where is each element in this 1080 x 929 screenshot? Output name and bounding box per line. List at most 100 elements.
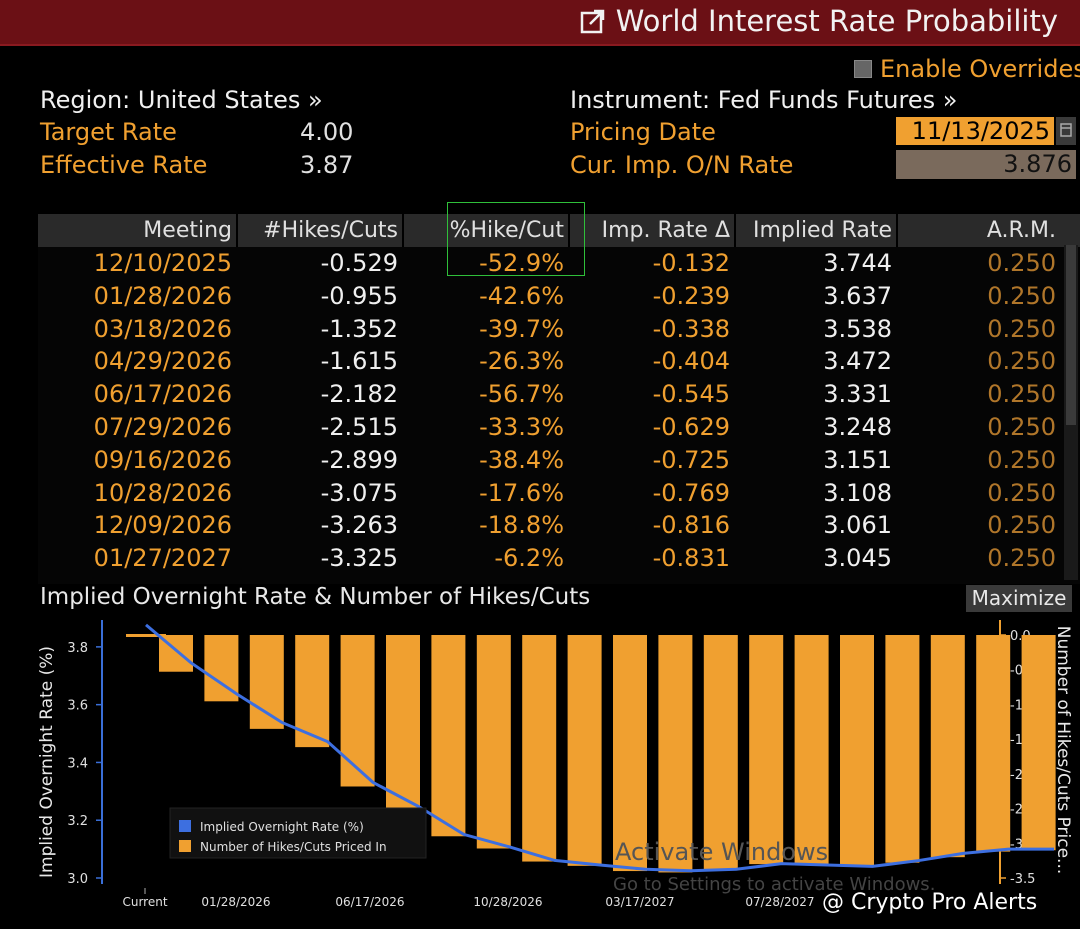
cell-pct-hike-cut: -6.2%	[494, 544, 564, 573]
table-row[interactable]: 07/29/2026 -2.515 -33.3% -0.629 3.248 0.250	[38, 411, 1080, 444]
hikes-cuts-bar	[749, 635, 784, 865]
table-row[interactable]: 12/10/2025 -0.529 -52.9% -0.132 3.744 0.250	[38, 247, 1080, 280]
legend-label-bar: Number of Hikes/Cuts Priced In	[200, 840, 387, 854]
table-row[interactable]: 03/18/2026 -1.352 -39.7% -0.338 3.538 0.250	[38, 313, 1080, 346]
table-row[interactable]: 04/29/2026 -1.615 -26.3% -0.404 3.472 0.250	[38, 345, 1080, 378]
right-axis-label: Number of Hikes/Cuts Price...	[1053, 626, 1073, 875]
hikes-cuts-bar	[340, 635, 375, 787]
cell-arm: 0.250	[987, 347, 1056, 376]
cell-imp-rate-delta: -0.338	[652, 314, 730, 343]
cell-hikes-cuts: -2.515	[320, 413, 398, 441]
hikes-cuts-bar	[840, 635, 874, 866]
cell-meeting: 06/17/2026	[93, 380, 232, 409]
enable-overrides-checkbox[interactable]	[854, 60, 872, 78]
cell-arm: 0.250	[987, 380, 1056, 409]
cell-arm: 0.250	[987, 249, 1056, 277]
header-arm[interactable]: A.R.M.	[986, 218, 1056, 243]
cell-pct-hike-cut: -33.3%	[479, 413, 564, 441]
header-pct-hike-cut[interactable]: %Hike/Cut	[449, 218, 564, 243]
cell-implied-rate: 3.744	[823, 249, 892, 277]
cell-meeting: 07/29/2026	[93, 413, 232, 441]
chart-title: Implied Overnight Rate & Number of Hikes…	[40, 584, 591, 610]
calendar-icon	[1060, 123, 1072, 137]
table-row[interactable]: 01/28/2026 -0.955 -42.6% -0.239 3.637 0.250	[38, 280, 1080, 313]
cell-hikes-cuts: -0.529	[320, 249, 398, 277]
cell-hikes-cuts: -3.075	[320, 478, 398, 507]
cell-pct-hike-cut: -18.8%	[479, 511, 564, 540]
cell-imp-rate-delta: -0.831	[652, 544, 730, 573]
header-hikes-cuts[interactable]: #Hikes/Cuts	[263, 218, 398, 243]
region-selector[interactable]: Region: United States »	[40, 86, 323, 114]
cell-pct-hike-cut: -26.3%	[479, 347, 564, 376]
cell-meeting: 03/18/2026	[93, 314, 232, 343]
table-row[interactable]: 06/17/2026 -2.182 -56.7% -0.545 3.331 0.250	[38, 378, 1080, 411]
maximize-button[interactable]: Maximize	[966, 585, 1072, 612]
title-bar	[0, 0, 1080, 46]
cell-implied-rate: 3.331	[823, 380, 892, 409]
table-row[interactable]: 12/09/2026 -3.263 -18.8% -0.816 3.061 0.250	[38, 509, 1080, 542]
cell-implied-rate: 3.045	[823, 544, 892, 573]
cur-rate-label: Cur. Imp. O/N Rate	[570, 151, 794, 179]
scrollbar-thumb[interactable]	[1066, 245, 1076, 425]
instrument-selector[interactable]: Instrument: Fed Funds Futures »	[570, 86, 958, 114]
header-implied-rate[interactable]: Implied Rate	[752, 218, 892, 243]
cell-meeting: 04/29/2026	[93, 347, 232, 376]
cell-hikes-cuts: -2.182	[320, 380, 398, 409]
table-row[interactable]: 09/16/2026 -2.899 -38.4% -0.725 3.151 0.250	[38, 444, 1080, 477]
right-tick-label: -3.5	[1010, 872, 1035, 887]
hikes-cuts-bar	[658, 635, 693, 873]
cell-hikes-cuts: -3.263	[320, 511, 398, 540]
highlight-box	[447, 202, 585, 276]
cur-rate-input[interactable]: 3.876	[896, 150, 1076, 179]
legend-swatch-bar	[179, 840, 191, 852]
left-axis-label: Implied Overnight Rate (%)	[37, 646, 57, 878]
header-imp-rate-delta[interactable]: Imp. Rate Δ	[601, 218, 730, 243]
target-rate-value: 4.00	[300, 118, 354, 146]
enable-overrides-label[interactable]: Enable Overrides	[880, 55, 1080, 83]
x-tick-label: 10/28/2026	[473, 895, 542, 909]
hikes-cuts-bar	[431, 635, 466, 837]
calendar-button[interactable]	[1056, 117, 1076, 145]
cell-pct-hike-cut: -39.7%	[479, 314, 564, 343]
cell-arm: 0.250	[987, 544, 1056, 573]
table-row[interactable]: 10/28/2026 -3.075 -17.6% -0.769 3.108 0.250	[38, 477, 1080, 510]
table-row[interactable]: 01/27/2027 -3.325 -6.2% -0.831 3.045 0.250	[38, 542, 1080, 575]
external-link-icon[interactable]	[580, 8, 606, 34]
hikes-cuts-bar	[567, 635, 602, 866]
cell-imp-rate-delta: -0.816	[652, 511, 730, 540]
effective-rate-label: Effective Rate	[40, 151, 208, 179]
cell-imp-rate-delta: -0.239	[652, 281, 730, 310]
cell-implied-rate: 3.472	[823, 347, 892, 376]
rates-table: Meeting #Hikes/Cuts %Hike/Cut Imp. Rate …	[38, 214, 1080, 584]
cell-arm: 0.250	[987, 281, 1056, 310]
cell-pct-hike-cut: -17.6%	[479, 478, 564, 507]
legend-label-line: Implied Overnight Rate (%)	[200, 820, 364, 834]
watermark: @ Crypto Pro Alerts	[822, 890, 1038, 915]
table-header: Meeting #Hikes/Cuts %Hike/Cut Imp. Rate …	[38, 214, 1080, 247]
cell-hikes-cuts: -1.352	[320, 314, 398, 343]
hikes-cuts-bar	[386, 635, 420, 810]
cell-arm: 0.250	[987, 445, 1056, 474]
hikes-cuts-bar	[522, 635, 557, 862]
header-meeting[interactable]: Meeting	[143, 218, 232, 243]
hikes-cuts-bar	[703, 635, 738, 870]
cell-imp-rate-delta: -0.404	[652, 347, 730, 376]
cell-imp-rate-delta: -0.629	[652, 413, 730, 441]
hikes-cuts-bar	[1021, 635, 1056, 851]
cell-hikes-cuts: -3.325	[320, 544, 398, 573]
left-tick-label: 3.2	[67, 814, 88, 829]
hikes-cuts-bar	[249, 635, 284, 729]
cell-meeting: 12/09/2026	[93, 511, 232, 540]
x-tick-label: 07/28/2027	[745, 895, 814, 909]
hikes-cuts-bar	[295, 635, 330, 748]
cell-meeting: 12/10/2025	[93, 249, 232, 277]
cell-imp-rate-delta: -0.545	[652, 380, 730, 409]
cell-imp-rate-delta: -0.725	[652, 445, 730, 474]
current-bar	[126, 634, 166, 637]
pricing-date-label: Pricing Date	[570, 118, 716, 146]
cell-implied-rate: 3.538	[823, 314, 892, 343]
pricing-date-input[interactable]: 11/13/2025	[896, 117, 1054, 145]
left-tick-label: 3.4	[67, 756, 88, 771]
cell-pct-hike-cut: -42.6%	[479, 281, 564, 310]
cell-hikes-cuts: -0.955	[320, 281, 398, 310]
